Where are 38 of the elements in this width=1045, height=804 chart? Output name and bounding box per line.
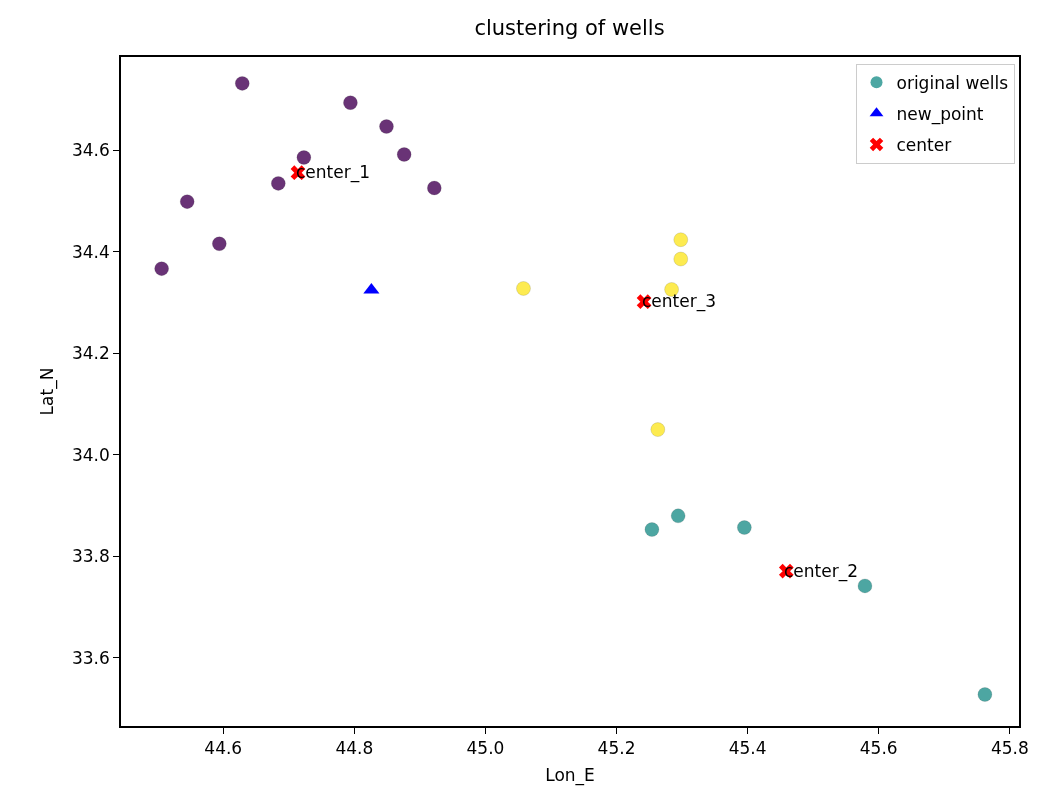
point bbox=[270, 175, 286, 191]
point bbox=[857, 578, 873, 594]
y-tick-label: 34.4 bbox=[71, 241, 110, 262]
legend-label: original wells bbox=[896, 72, 1009, 93]
point bbox=[154, 261, 170, 277]
point bbox=[234, 75, 250, 91]
x-tick-label: 45.6 bbox=[859, 738, 898, 759]
x-tick-label: 45.0 bbox=[466, 738, 505, 759]
point bbox=[673, 232, 689, 248]
y-tick-label: 33.6 bbox=[71, 647, 110, 668]
y-tick-label: 34.0 bbox=[71, 444, 110, 465]
x-tick-label: 45.4 bbox=[728, 738, 767, 759]
point bbox=[650, 422, 666, 438]
legend-label: new_point bbox=[896, 103, 984, 125]
chart-title: clustering of wells bbox=[474, 16, 665, 41]
point bbox=[515, 280, 531, 296]
x-axis-title: Lon_E bbox=[545, 765, 595, 787]
point bbox=[211, 236, 227, 252]
point bbox=[673, 251, 689, 267]
y-tick-label: 34.6 bbox=[71, 140, 110, 161]
legend-label: center bbox=[896, 135, 952, 156]
x-tick-label: 45.8 bbox=[990, 738, 1029, 759]
x-tick-label: 44.6 bbox=[204, 738, 243, 759]
x-tick-label: 44.8 bbox=[335, 738, 374, 759]
point bbox=[644, 522, 660, 538]
point bbox=[977, 687, 993, 703]
point bbox=[378, 119, 394, 135]
point bbox=[296, 150, 312, 165]
y-tick-label: 33.8 bbox=[71, 546, 110, 567]
y-tick-label: 34.2 bbox=[71, 343, 110, 364]
point bbox=[342, 95, 358, 111]
x-tick-label: 45.2 bbox=[597, 738, 636, 759]
point bbox=[426, 180, 442, 196]
point bbox=[396, 146, 412, 162]
y-axis-title: Lat_N bbox=[37, 367, 59, 416]
point bbox=[670, 508, 686, 524]
point bbox=[736, 520, 752, 536]
point bbox=[179, 194, 195, 210]
